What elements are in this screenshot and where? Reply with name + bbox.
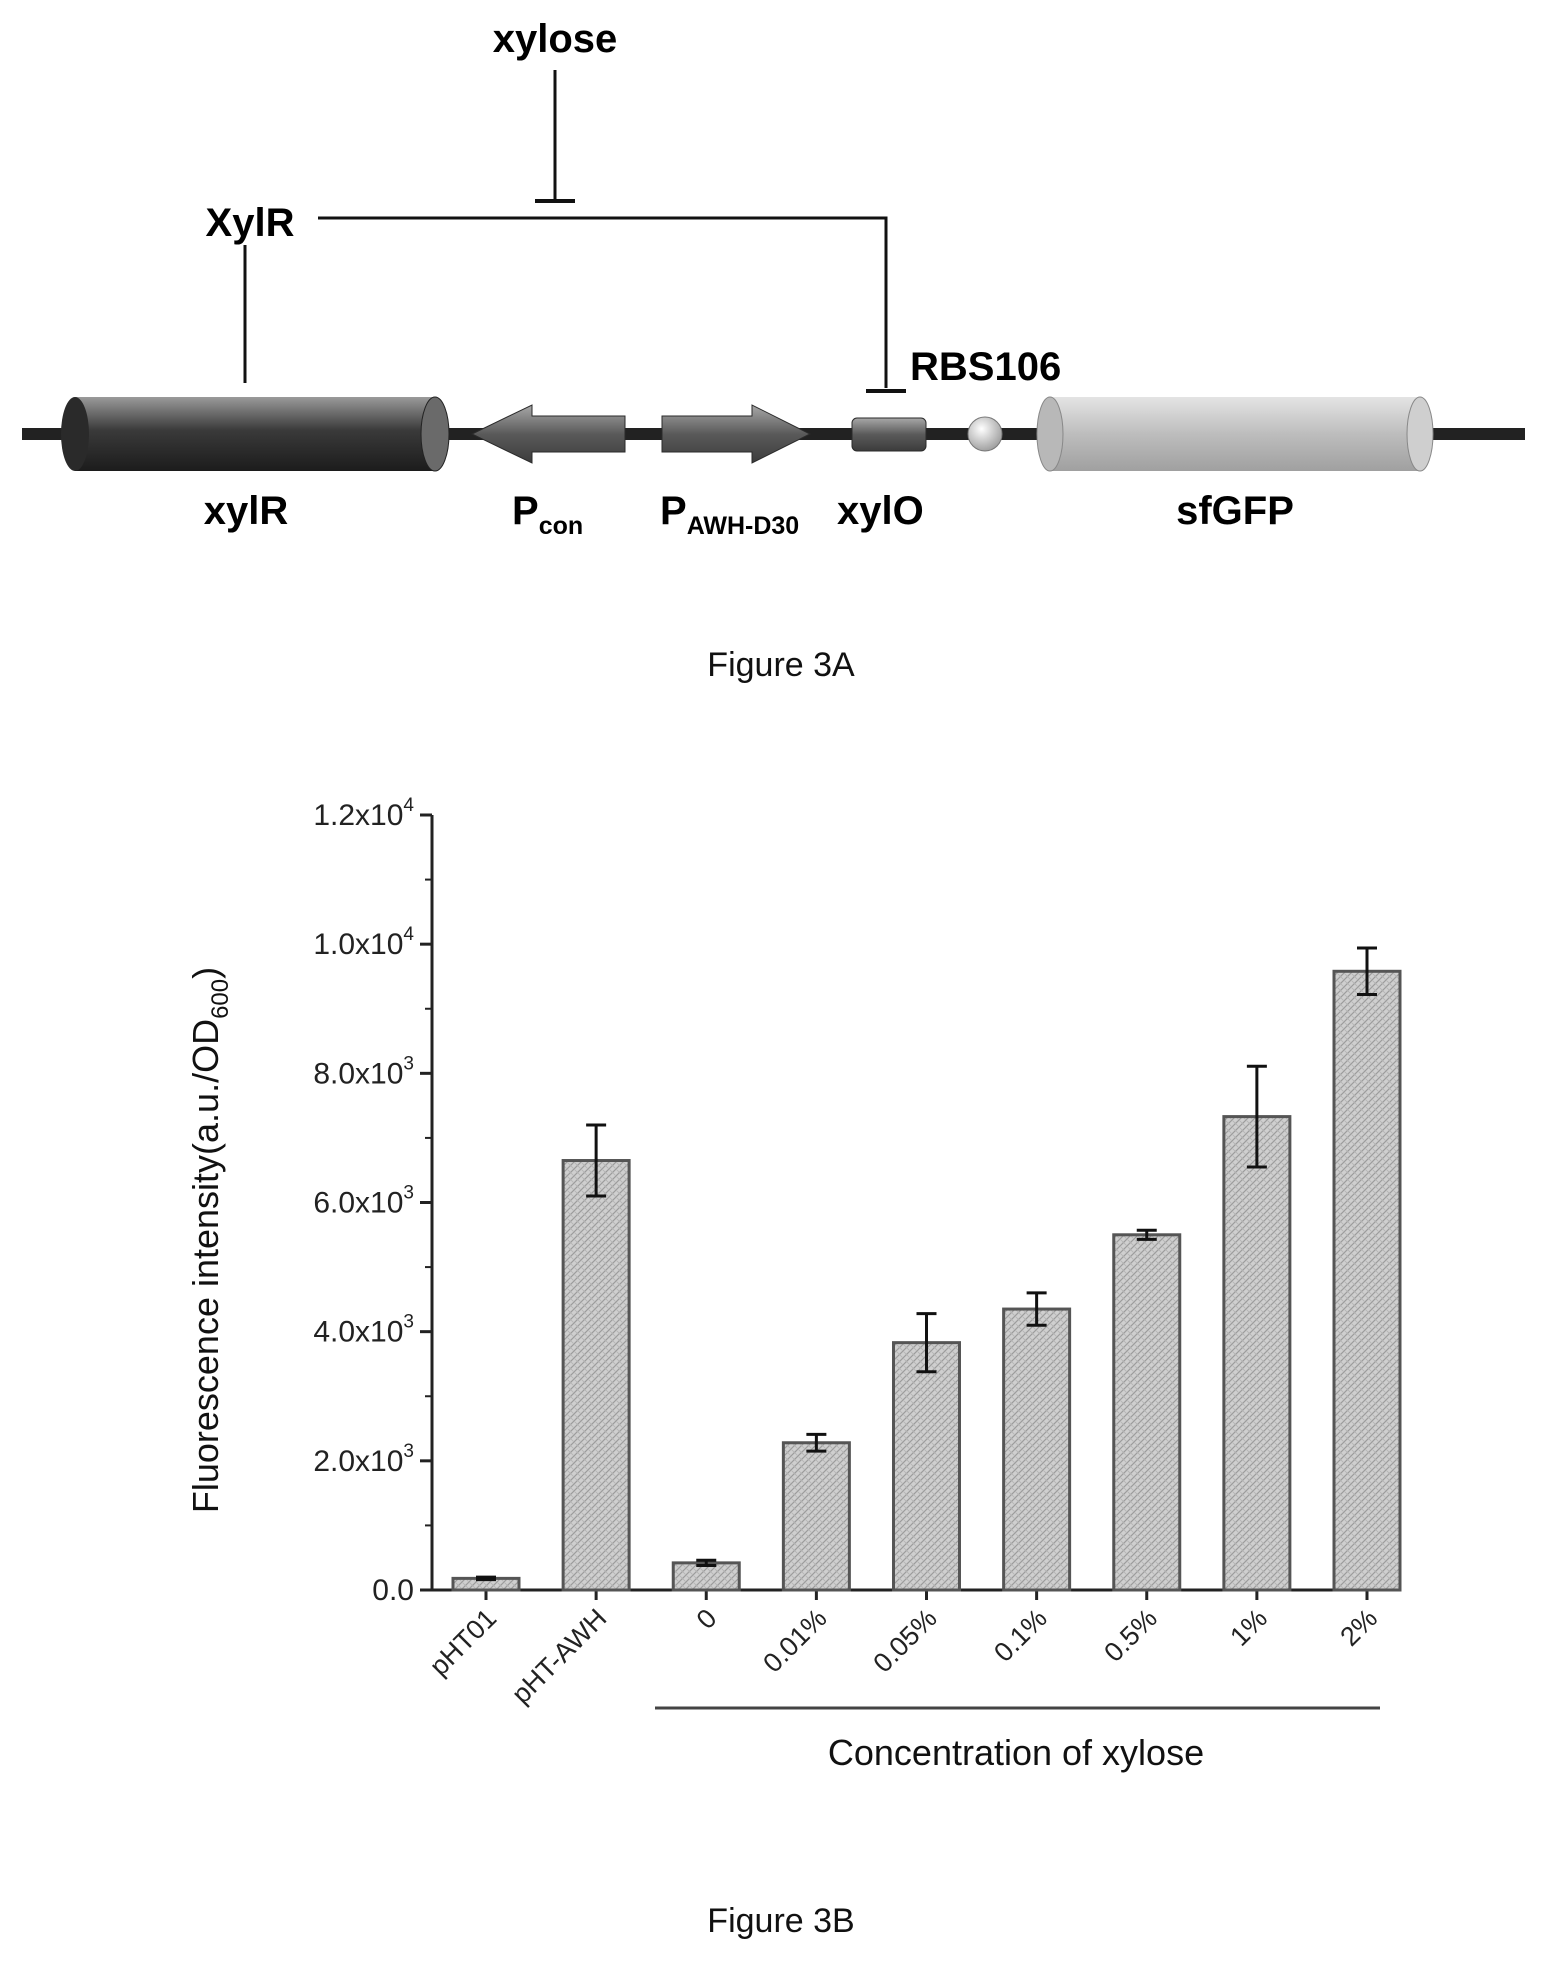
y-tick-label: 0.0	[372, 1574, 414, 1607]
xylr-gene-cylinder	[61, 396, 450, 472]
bar	[671, 1561, 741, 1592]
x-tick-label: 0	[691, 1603, 723, 1635]
bar	[892, 1341, 961, 1592]
bar	[1222, 1115, 1292, 1592]
rbs-icon	[967, 416, 1003, 452]
circuit-diagram: xylose XylR RBS106 xylR Pcon PAWH-D30 xy…	[22, 17, 1525, 684]
bar	[1332, 969, 1402, 1592]
x-tick-label: pHT-AWH	[506, 1603, 612, 1709]
xylo-operator-box	[851, 417, 927, 452]
y-tick-label: 6.0x103	[313, 1183, 414, 1220]
x-tick-label: 0.1%	[988, 1603, 1053, 1668]
bar	[1112, 1233, 1182, 1592]
y-tick-label: 2.0x103	[313, 1441, 414, 1478]
xylr-repression-line	[318, 216, 888, 388]
xylr-gene-label: xylR	[204, 489, 289, 533]
x-tick-labels: pHT01 pHT-AWH 0 0.01% 0.05% 0.1% 0.5% 1% 2%	[424, 1603, 1384, 1709]
y-tick-label: 1.2x104	[313, 795, 414, 832]
pawh-promoter-arrow	[661, 404, 812, 464]
xylo-label: xylO	[837, 489, 924, 533]
y-tick-labels: 0.0 2.0x103 4.0x103 6.0x103 8.0x103 1.0x104 1.…	[313, 795, 414, 1607]
sfgfp-label: sfGFP	[1176, 489, 1294, 533]
y-axis-label: Fluorescence intensity(a.u./OD600)	[185, 967, 234, 1513]
sfgfp-gene-cylinder	[1036, 396, 1434, 472]
bar	[561, 1159, 631, 1592]
bar-chart: 0.0 2.0x103 4.0x103 6.0x103 8.0x103 1.0x104 1.…	[185, 795, 1402, 1940]
pcon-label: Pcon	[512, 489, 583, 540]
x-tick-label: 0.01%	[757, 1603, 832, 1678]
rbs-label: RBS106	[910, 345, 1061, 389]
pawh-label: PAWH-D30	[660, 489, 799, 540]
bar	[1002, 1307, 1072, 1592]
xylr-protein-label: XylR	[206, 201, 295, 245]
y-axis	[420, 813, 434, 1592]
figure-3a-caption: Figure 3A	[707, 646, 855, 684]
x-tick-label: 1%	[1224, 1603, 1273, 1652]
pcon-promoter-arrow	[470, 404, 626, 464]
x-tick-label: pHT01	[424, 1603, 503, 1682]
xylose-label: xylose	[493, 17, 618, 61]
group-label: Concentration of xylose	[828, 1732, 1204, 1773]
x-tick-label: 0.05%	[867, 1603, 942, 1678]
x-tick-label: 0.5%	[1098, 1603, 1163, 1668]
error-bars	[476, 946, 1377, 1582]
y-tick-label: 8.0x103	[313, 1053, 414, 1090]
bars	[451, 969, 1402, 1592]
figure-3b-caption: Figure 3B	[707, 1902, 854, 1940]
bar	[781, 1441, 851, 1592]
y-tick-label: 4.0x103	[313, 1312, 414, 1349]
y-tick-label: 1.0x104	[313, 924, 414, 961]
x-tick-label: 2%	[1334, 1603, 1383, 1652]
